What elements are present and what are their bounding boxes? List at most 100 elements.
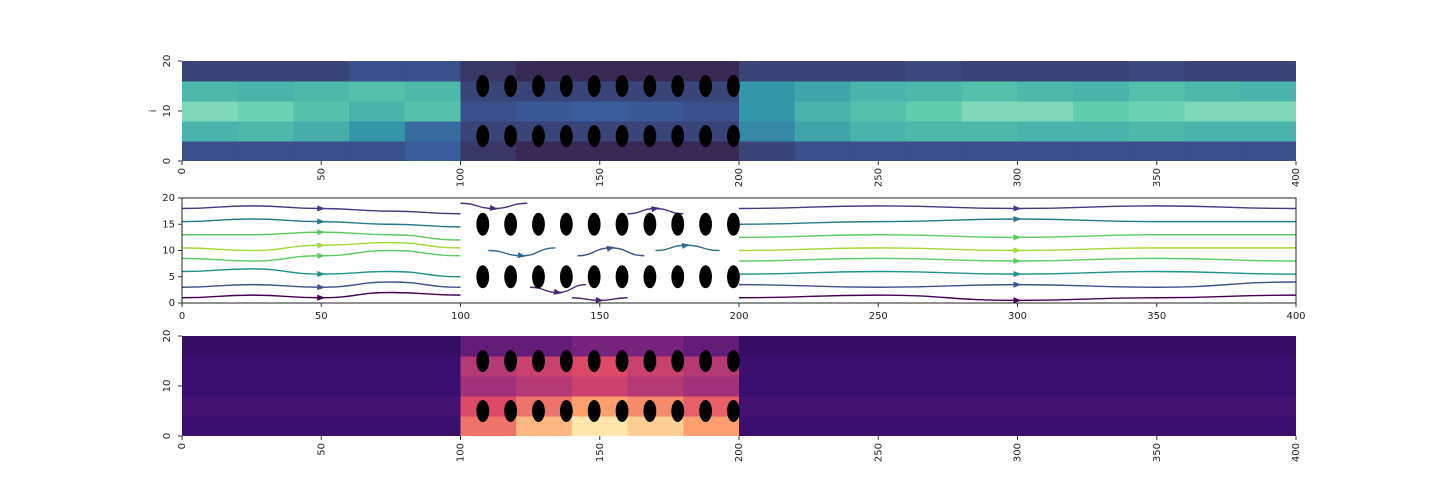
- obstacle: [643, 212, 657, 236]
- obstacle: [504, 75, 518, 97]
- heatmap-cell: [683, 101, 740, 122]
- obstacle: [532, 75, 545, 97]
- heatmap-cell: [850, 121, 907, 142]
- heatmap-cell: [237, 81, 294, 102]
- stream-arrow: [650, 206, 660, 213]
- heatmap-cell: [516, 396, 573, 417]
- heatmap-cell: [1017, 141, 1074, 161]
- heatmap-cell: [182, 121, 239, 142]
- heatmap-cell: [516, 336, 573, 357]
- heatmap-cell: [404, 81, 461, 102]
- obstacle: [699, 75, 712, 97]
- y-axis-label: i: [148, 110, 159, 113]
- heatmap-cell: [237, 141, 294, 161]
- obstacle: [671, 125, 685, 147]
- heatmap-cell: [182, 396, 239, 417]
- obstacle: [532, 265, 545, 289]
- heatmap-cell: [516, 416, 573, 436]
- obstacle: [615, 75, 629, 97]
- heatmap-cell: [1073, 61, 1130, 82]
- x-tick-label: 0: [179, 311, 185, 322]
- heatmap-cell: [739, 376, 796, 397]
- heatmap-cell: [571, 396, 629, 417]
- heatmap-cell: [961, 416, 1018, 436]
- heatmap-cell: [349, 416, 406, 436]
- obstacle: [727, 265, 740, 289]
- x-tick-label: 0: [177, 168, 188, 174]
- heatmap-cell: [1128, 336, 1186, 357]
- obstacle: [559, 75, 573, 97]
- heatmap-cell: [1240, 336, 1296, 357]
- heatmap-cell: [404, 121, 461, 142]
- heatmap-cell: [182, 81, 239, 102]
- y-tick-label: 10: [162, 380, 173, 393]
- plot-area: [182, 61, 1296, 161]
- heatmap-cell: [516, 356, 573, 377]
- heatmap-cell: [1017, 376, 1074, 397]
- heatmap-cell: [1073, 356, 1130, 377]
- stream-arrow: [317, 242, 326, 249]
- heatmap-cell: [460, 141, 517, 161]
- obstacle: [587, 75, 601, 97]
- heatmap-cell: [404, 101, 461, 122]
- heatmap-cell: [683, 81, 740, 102]
- heatmap-cell: [906, 81, 963, 102]
- heatmap-cell: [794, 61, 851, 82]
- x-tick-label: 400: [1291, 443, 1302, 462]
- heatmap-cell: [1017, 336, 1074, 357]
- stream-arrow: [1013, 281, 1022, 288]
- heatmap-cell: [349, 396, 406, 417]
- heatmap-cell: [1184, 61, 1241, 82]
- obstacle: [559, 265, 573, 289]
- heatmap-cell: [1073, 101, 1130, 122]
- heatmap-cell: [739, 336, 796, 357]
- heatmap-cell: [404, 356, 461, 377]
- obstacle: [587, 350, 601, 372]
- y-tick-label: 5: [169, 272, 175, 283]
- obstacle: [587, 265, 601, 289]
- heatmap-cell: [850, 101, 907, 122]
- heatmap-cell: [683, 141, 740, 161]
- x-tick-label: 150: [595, 443, 606, 462]
- obstacle: [727, 212, 740, 236]
- y-tick-label: 20: [162, 193, 175, 204]
- x-tick-label: 400: [1291, 168, 1302, 187]
- heatmap-cell: [1184, 336, 1241, 357]
- y-tick-label: 0: [162, 433, 173, 439]
- heatmap-cell: [404, 396, 461, 417]
- heatmap-cell: [349, 121, 406, 142]
- heatmap-cell: [739, 81, 796, 102]
- heatmap-cell: [1017, 61, 1074, 82]
- heatmap-cell: [293, 356, 350, 377]
- stream-arrow: [1013, 205, 1022, 212]
- heatmap-cell: [683, 416, 740, 436]
- obstacle: [559, 400, 573, 422]
- x-tick-label: 250: [873, 168, 884, 187]
- heatmap-cell: [794, 81, 851, 102]
- heatmap-cell: [1073, 396, 1130, 417]
- x-tick-label: 50: [315, 311, 328, 322]
- heatmap-cell: [460, 101, 517, 122]
- heatmap-cell: [961, 336, 1018, 357]
- heatmap-cell: [1017, 101, 1074, 122]
- x-tick-label: 0: [177, 443, 188, 449]
- heatmap-cell: [794, 101, 851, 122]
- obstacle: [532, 125, 545, 147]
- stream-arrow: [1013, 257, 1022, 264]
- heatmap-cell: [1017, 396, 1074, 417]
- obstacle: [476, 350, 490, 372]
- heatmap-cell: [1017, 81, 1074, 102]
- heatmap-cell: [850, 141, 907, 161]
- heatmap-cell: [460, 121, 517, 142]
- x-tick-label: 200: [729, 311, 748, 322]
- obstacle: [587, 125, 601, 147]
- heatmap-cell: [1240, 101, 1296, 122]
- heatmap-cell: [182, 356, 239, 377]
- heatmap-cell: [1128, 81, 1186, 102]
- heatmap-cell: [627, 336, 684, 357]
- heatmap-cell: [404, 416, 461, 436]
- heatmap-cell: [1240, 376, 1296, 397]
- heatmap-cell: [1073, 141, 1130, 161]
- obstacle: [643, 400, 657, 422]
- heatmap-cell: [627, 121, 684, 142]
